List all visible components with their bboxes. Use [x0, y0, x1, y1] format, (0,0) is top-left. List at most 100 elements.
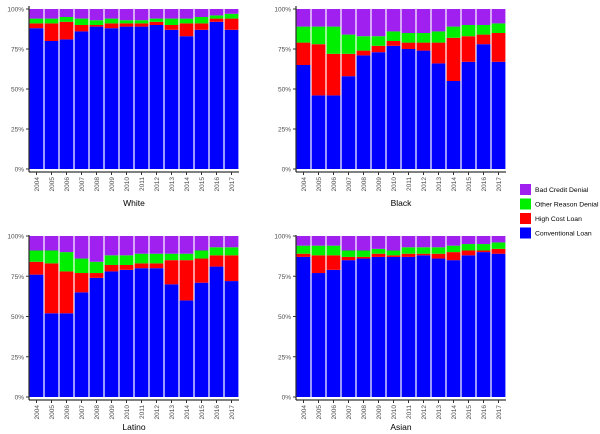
- bar-segment-high-cost-loan-2008: [89, 273, 104, 278]
- bar-segment-high-cost-loan-2010: [386, 41, 401, 46]
- bar-segment-bad-credit-denial-2017: [491, 236, 506, 243]
- bar-segment-other-reason-denial-2008: [89, 20, 104, 25]
- bar-segment-conventional-loan-2015: [194, 282, 209, 397]
- bar-segment-other-reason-denial-2008: [89, 261, 104, 274]
- bar-segment-high-cost-loan-2012: [149, 21, 164, 25]
- x-tick-label: 2010: [391, 405, 398, 420]
- bar-segment-bad-credit-denial-2011: [134, 9, 149, 21]
- bar-segment-conventional-loan-2012: [149, 268, 164, 397]
- bar-segment-high-cost-loan-2010: [119, 264, 134, 270]
- x-tick-label: 2007: [346, 177, 353, 192]
- bar-segment-conventional-loan-2010: [386, 256, 401, 397]
- bar-segment-high-cost-loan-2009: [104, 23, 119, 29]
- bar-segment-high-cost-loan-2015: [194, 258, 209, 283]
- bar-segment-conventional-loan-2016: [209, 21, 224, 169]
- x-tick-label: 2004: [301, 405, 308, 420]
- x-tick-label: 2017: [229, 405, 236, 420]
- bar-segment-other-reason-denial-2012: [149, 253, 164, 264]
- bar-segment-high-cost-loan-2007: [74, 25, 89, 32]
- x-tick-label: 2012: [421, 405, 428, 420]
- x-tick-label: 2008: [94, 177, 101, 192]
- bar-segment-other-reason-denial-2004: [29, 18, 44, 24]
- bar-segment-bad-credit-denial-2010: [386, 236, 401, 251]
- bar-segment-bad-credit-denial-2014: [179, 9, 194, 19]
- bar-segment-other-reason-denial-2010: [119, 20, 134, 24]
- bar-segment-other-reason-denial-2008: [356, 250, 371, 257]
- bar-segment-conventional-loan-2012: [416, 255, 431, 397]
- bars: [29, 9, 239, 170]
- bar-segment-conventional-loan-2005: [311, 273, 326, 397]
- bar-segment-high-cost-loan-2012: [416, 42, 431, 51]
- bar-segment-other-reason-denial-2005: [311, 26, 326, 45]
- panel-black: 0% 25% 50% 75% 100% 2004 2005 2006 2007 2008 2009 2…: [274, 6, 506, 208]
- bar-segment-high-cost-loan-2016: [476, 34, 491, 45]
- bar-segment-bad-credit-denial-2015: [461, 236, 476, 245]
- bar-segment-bad-credit-denial-2011: [401, 236, 416, 248]
- x-tick-label: 2015: [466, 177, 473, 192]
- bar-segment-conventional-loan-2012: [416, 50, 431, 169]
- bar-segment-bad-credit-denial-2009: [371, 236, 386, 249]
- bar-segment-other-reason-denial-2014: [446, 245, 461, 253]
- panel-title: White: [123, 198, 145, 208]
- bar-segment-high-cost-loan-2011: [134, 23, 149, 27]
- bar-segment-high-cost-loan-2011: [401, 253, 416, 257]
- bar-segment-high-cost-loan-2016: [209, 255, 224, 267]
- x-tick-label: 2008: [361, 177, 368, 192]
- x-tick-label: 2009: [376, 405, 383, 420]
- bar-segment-bad-credit-denial-2009: [104, 236, 119, 256]
- bar-segment-other-reason-denial-2015: [194, 17, 209, 24]
- y-tick-label: 75%: [278, 274, 291, 281]
- bar-segment-other-reason-denial-2008: [356, 36, 371, 51]
- bar-segment-conventional-loan-2004: [296, 65, 311, 169]
- bar-segment-high-cost-loan-2009: [371, 253, 386, 257]
- bar-segment-conventional-loan-2016: [476, 44, 491, 170]
- y-tick-label: 0%: [15, 395, 25, 402]
- bar-segment-other-reason-denial-2013: [431, 247, 446, 254]
- bar-segment-other-reason-denial-2011: [401, 33, 416, 43]
- bar-segment-conventional-loan-2013: [164, 284, 179, 397]
- legend-item-other-reason-denial: Other Reason Denial: [520, 198, 599, 210]
- legend-label: Bad Credit Denial: [535, 187, 589, 194]
- x-tick-label: 2004: [34, 405, 41, 420]
- bar-segment-other-reason-denial-2011: [401, 247, 416, 254]
- legend-label: High Cost Loan: [535, 216, 582, 223]
- bar-segment-high-cost-loan-2006: [59, 21, 74, 40]
- bar-segment-bad-credit-denial-2009: [371, 9, 386, 37]
- bar-segment-high-cost-loan-2012: [149, 263, 164, 269]
- x-tick-label: 2016: [481, 405, 488, 420]
- bar-segment-conventional-loan-2011: [401, 256, 416, 397]
- bar-segment-high-cost-loan-2009: [104, 264, 119, 272]
- bar-segment-conventional-loan-2007: [74, 292, 89, 397]
- bar-segment-high-cost-loan-2017: [491, 248, 506, 254]
- bar-segment-bad-credit-denial-2005: [311, 9, 326, 27]
- x-tick-label: 2011: [139, 405, 146, 419]
- bar-segment-other-reason-denial-2004: [296, 245, 311, 254]
- x-tick-label: 2005: [316, 405, 323, 420]
- bar-segment-other-reason-denial-2015: [461, 244, 476, 251]
- bar-segment-high-cost-loan-2004: [296, 253, 311, 257]
- x-tick-label: 2012: [154, 177, 161, 192]
- bar-segment-other-reason-denial-2016: [476, 25, 491, 35]
- y-tick-label: 100%: [274, 7, 291, 14]
- bar-segment-high-cost-loan-2011: [401, 42, 416, 49]
- bar-segment-other-reason-denial-2004: [29, 250, 44, 262]
- bar-segment-conventional-loan-2007: [341, 260, 356, 397]
- bar-segment-bad-credit-denial-2013: [431, 236, 446, 248]
- bar-segment-other-reason-denial-2005: [44, 18, 59, 24]
- x-tick-label: 2014: [451, 405, 458, 420]
- legend-swatch: [520, 198, 531, 210]
- bar-segment-bad-credit-denial-2013: [164, 9, 179, 19]
- bar-segment-other-reason-denial-2017: [491, 242, 506, 249]
- bar-segment-bad-credit-denial-2007: [341, 236, 356, 251]
- bar-segment-high-cost-loan-2015: [461, 36, 476, 62]
- bars: [29, 236, 239, 397]
- bar-segment-high-cost-loan-2016: [209, 18, 224, 22]
- bar-segment-bad-credit-denial-2012: [149, 9, 164, 19]
- bar-segment-bad-credit-denial-2014: [446, 236, 461, 246]
- bar-segment-other-reason-denial-2016: [476, 244, 491, 251]
- bar-segment-bad-credit-denial-2017: [224, 236, 239, 248]
- x-tick-label: 2011: [406, 177, 413, 191]
- bar-segment-conventional-loan-2005: [311, 95, 326, 169]
- x-tick-label: 2017: [496, 405, 503, 420]
- bar-segment-conventional-loan-2017: [491, 61, 506, 169]
